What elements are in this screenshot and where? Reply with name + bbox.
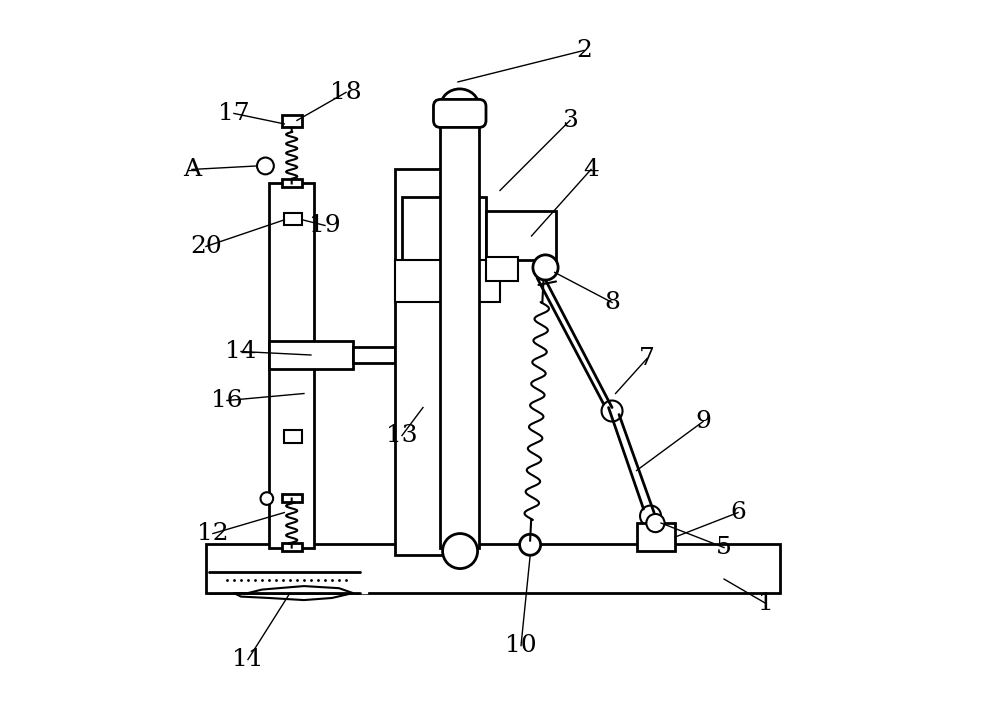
Bar (282, 494, 302, 502)
Bar (486, 257, 518, 281)
Polygon shape (209, 572, 367, 593)
Bar (395, 261, 500, 302)
Text: 6: 6 (730, 501, 746, 524)
Bar (395, 169, 458, 555)
Bar (282, 179, 302, 187)
Bar (223, 574, 349, 588)
Text: A: A (183, 158, 201, 181)
Bar (282, 115, 302, 127)
Circle shape (340, 577, 349, 586)
Circle shape (520, 534, 541, 555)
Bar (269, 183, 314, 548)
Text: 3: 3 (562, 109, 578, 132)
Text: 16: 16 (211, 389, 243, 412)
Text: 12: 12 (197, 522, 229, 545)
Text: 8: 8 (604, 291, 620, 314)
Circle shape (261, 492, 273, 505)
Circle shape (602, 401, 623, 422)
Circle shape (646, 514, 665, 532)
Text: 17: 17 (218, 102, 250, 125)
Text: 7: 7 (639, 347, 655, 370)
Circle shape (533, 255, 558, 280)
Bar (486, 212, 556, 261)
Text: 4: 4 (583, 158, 599, 181)
Bar (440, 106, 479, 548)
Text: 10: 10 (505, 634, 537, 657)
FancyBboxPatch shape (433, 99, 486, 127)
Circle shape (443, 534, 478, 569)
Bar (402, 198, 486, 267)
Text: 1: 1 (758, 592, 774, 615)
Text: 2: 2 (576, 39, 592, 62)
Circle shape (640, 505, 661, 527)
Text: 13: 13 (386, 424, 418, 447)
Text: 14: 14 (225, 340, 257, 363)
Text: 11: 11 (232, 648, 264, 671)
Text: 9: 9 (695, 410, 711, 433)
Text: 18: 18 (330, 81, 362, 104)
Text: 20: 20 (190, 235, 222, 258)
Circle shape (228, 577, 237, 586)
Text: 19: 19 (309, 214, 341, 237)
Circle shape (257, 157, 274, 174)
Bar (353, 347, 395, 363)
Bar (269, 341, 353, 369)
Bar (282, 543, 302, 551)
Bar (637, 523, 675, 551)
Bar (206, 544, 780, 593)
Bar (284, 430, 302, 442)
Text: 5: 5 (716, 536, 732, 559)
Bar (284, 213, 302, 226)
